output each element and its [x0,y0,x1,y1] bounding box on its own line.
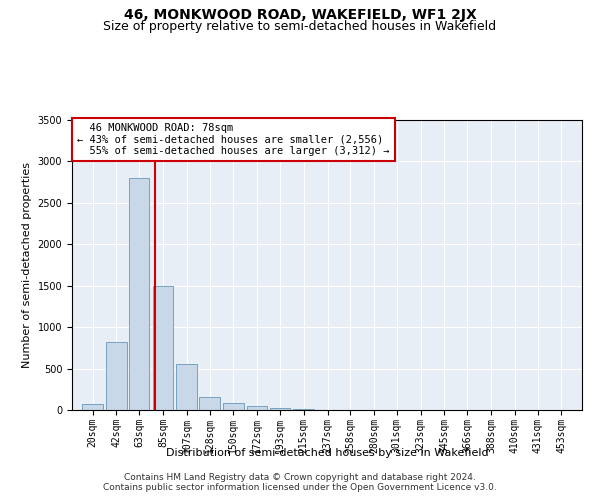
Text: 46, MONKWOOD ROAD, WAKEFIELD, WF1 2JX: 46, MONKWOOD ROAD, WAKEFIELD, WF1 2JX [124,8,476,22]
Bar [199,396,220,410]
Bar [82,404,103,410]
Y-axis label: Number of semi-detached properties: Number of semi-detached properties [22,162,32,368]
Bar [247,406,268,410]
Bar [106,342,127,410]
Text: 46 MONKWOOD ROAD: 78sqm
← 43% of semi-detached houses are smaller (2,556)
  55% : 46 MONKWOOD ROAD: 78sqm ← 43% of semi-de… [77,123,389,156]
Text: Contains HM Land Registry data © Crown copyright and database right 2024.
Contai: Contains HM Land Registry data © Crown c… [103,473,497,492]
Bar [176,364,197,410]
Bar [269,408,290,410]
Bar [223,404,244,410]
Text: Size of property relative to semi-detached houses in Wakefield: Size of property relative to semi-detach… [103,20,497,33]
Text: Distribution of semi-detached houses by size in Wakefield: Distribution of semi-detached houses by … [166,448,488,458]
Bar [293,409,314,410]
Bar [129,178,149,410]
Bar [152,286,173,410]
